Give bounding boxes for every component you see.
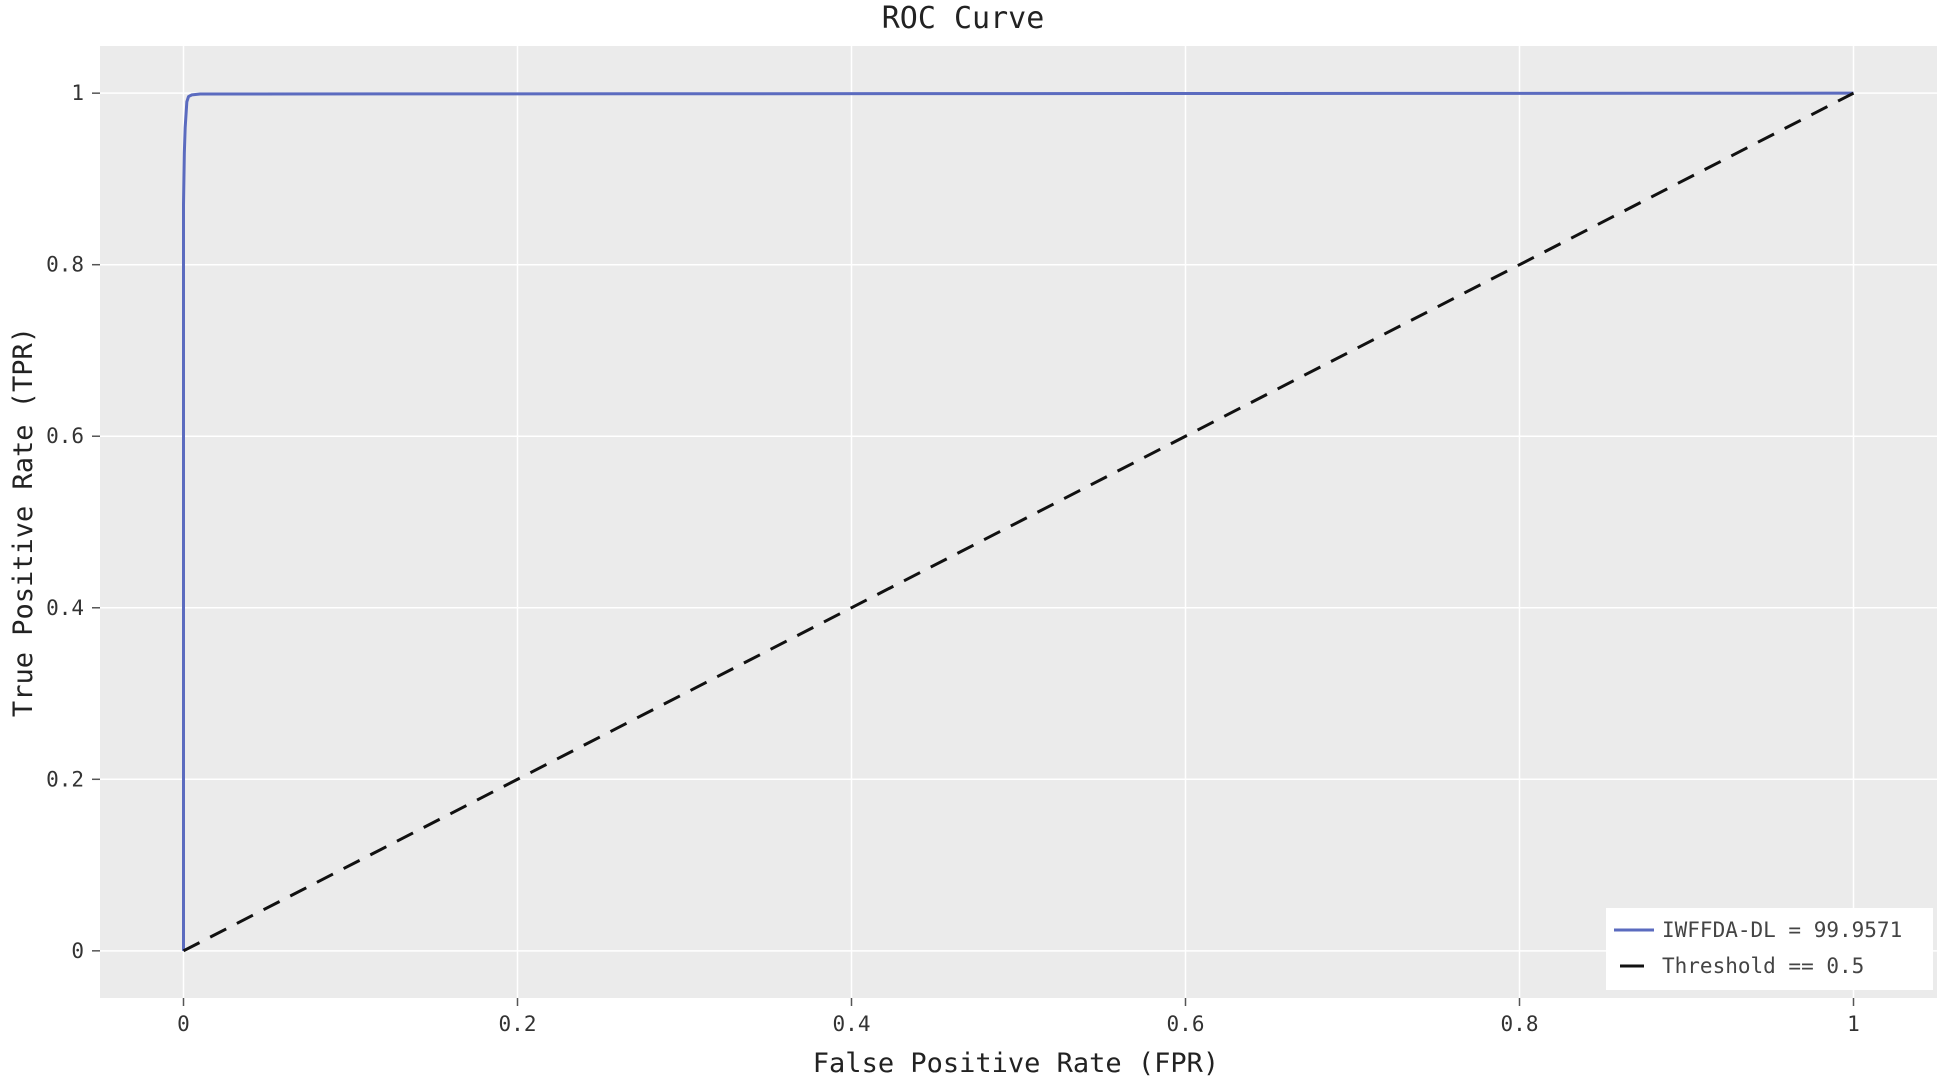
legend-entry-label: IWFFDA-DL = 99.9571 [1662,918,1902,942]
y-tick-label: 0.6 [46,424,84,448]
y-tick-label: 0.8 [46,253,84,277]
x-axis-ticks: 0 0.2 0.4 0.6 0.8 1 [177,998,1860,1036]
legend[interactable]: IWFFDA-DL = 99.9571 Threshold == 0.5 [1606,908,1933,990]
x-tick-label: 0.2 [499,1012,537,1036]
y-axis-ticks: 0 0.2 0.4 0.6 0.8 1 [46,81,100,963]
chart-title: ROC Curve [882,1,1045,36]
y-tick-label: 0.4 [46,596,84,620]
y-axis-label: True Positive Rate (TPR) [8,327,39,717]
x-tick-label: 1 [1847,1012,1860,1036]
legend-box [1606,908,1933,990]
x-tick-label: 0 [177,1012,190,1036]
x-axis-label: False Positive Rate (FPR) [813,1048,1219,1079]
x-tick-label: 0.4 [833,1012,871,1036]
x-tick-label: 0.6 [1167,1012,1205,1036]
threshold-line [182,91,1855,953]
y-tick-label: 0.2 [46,767,84,791]
roc-curve-line [182,91,1854,951]
legend-entry-label: Threshold == 0.5 [1662,954,1864,978]
y-tick-label: 1 [71,81,84,105]
series-lines [182,91,1855,953]
x-tick-label: 0.8 [1501,1012,1539,1036]
y-tick-label: 0 [71,939,84,963]
